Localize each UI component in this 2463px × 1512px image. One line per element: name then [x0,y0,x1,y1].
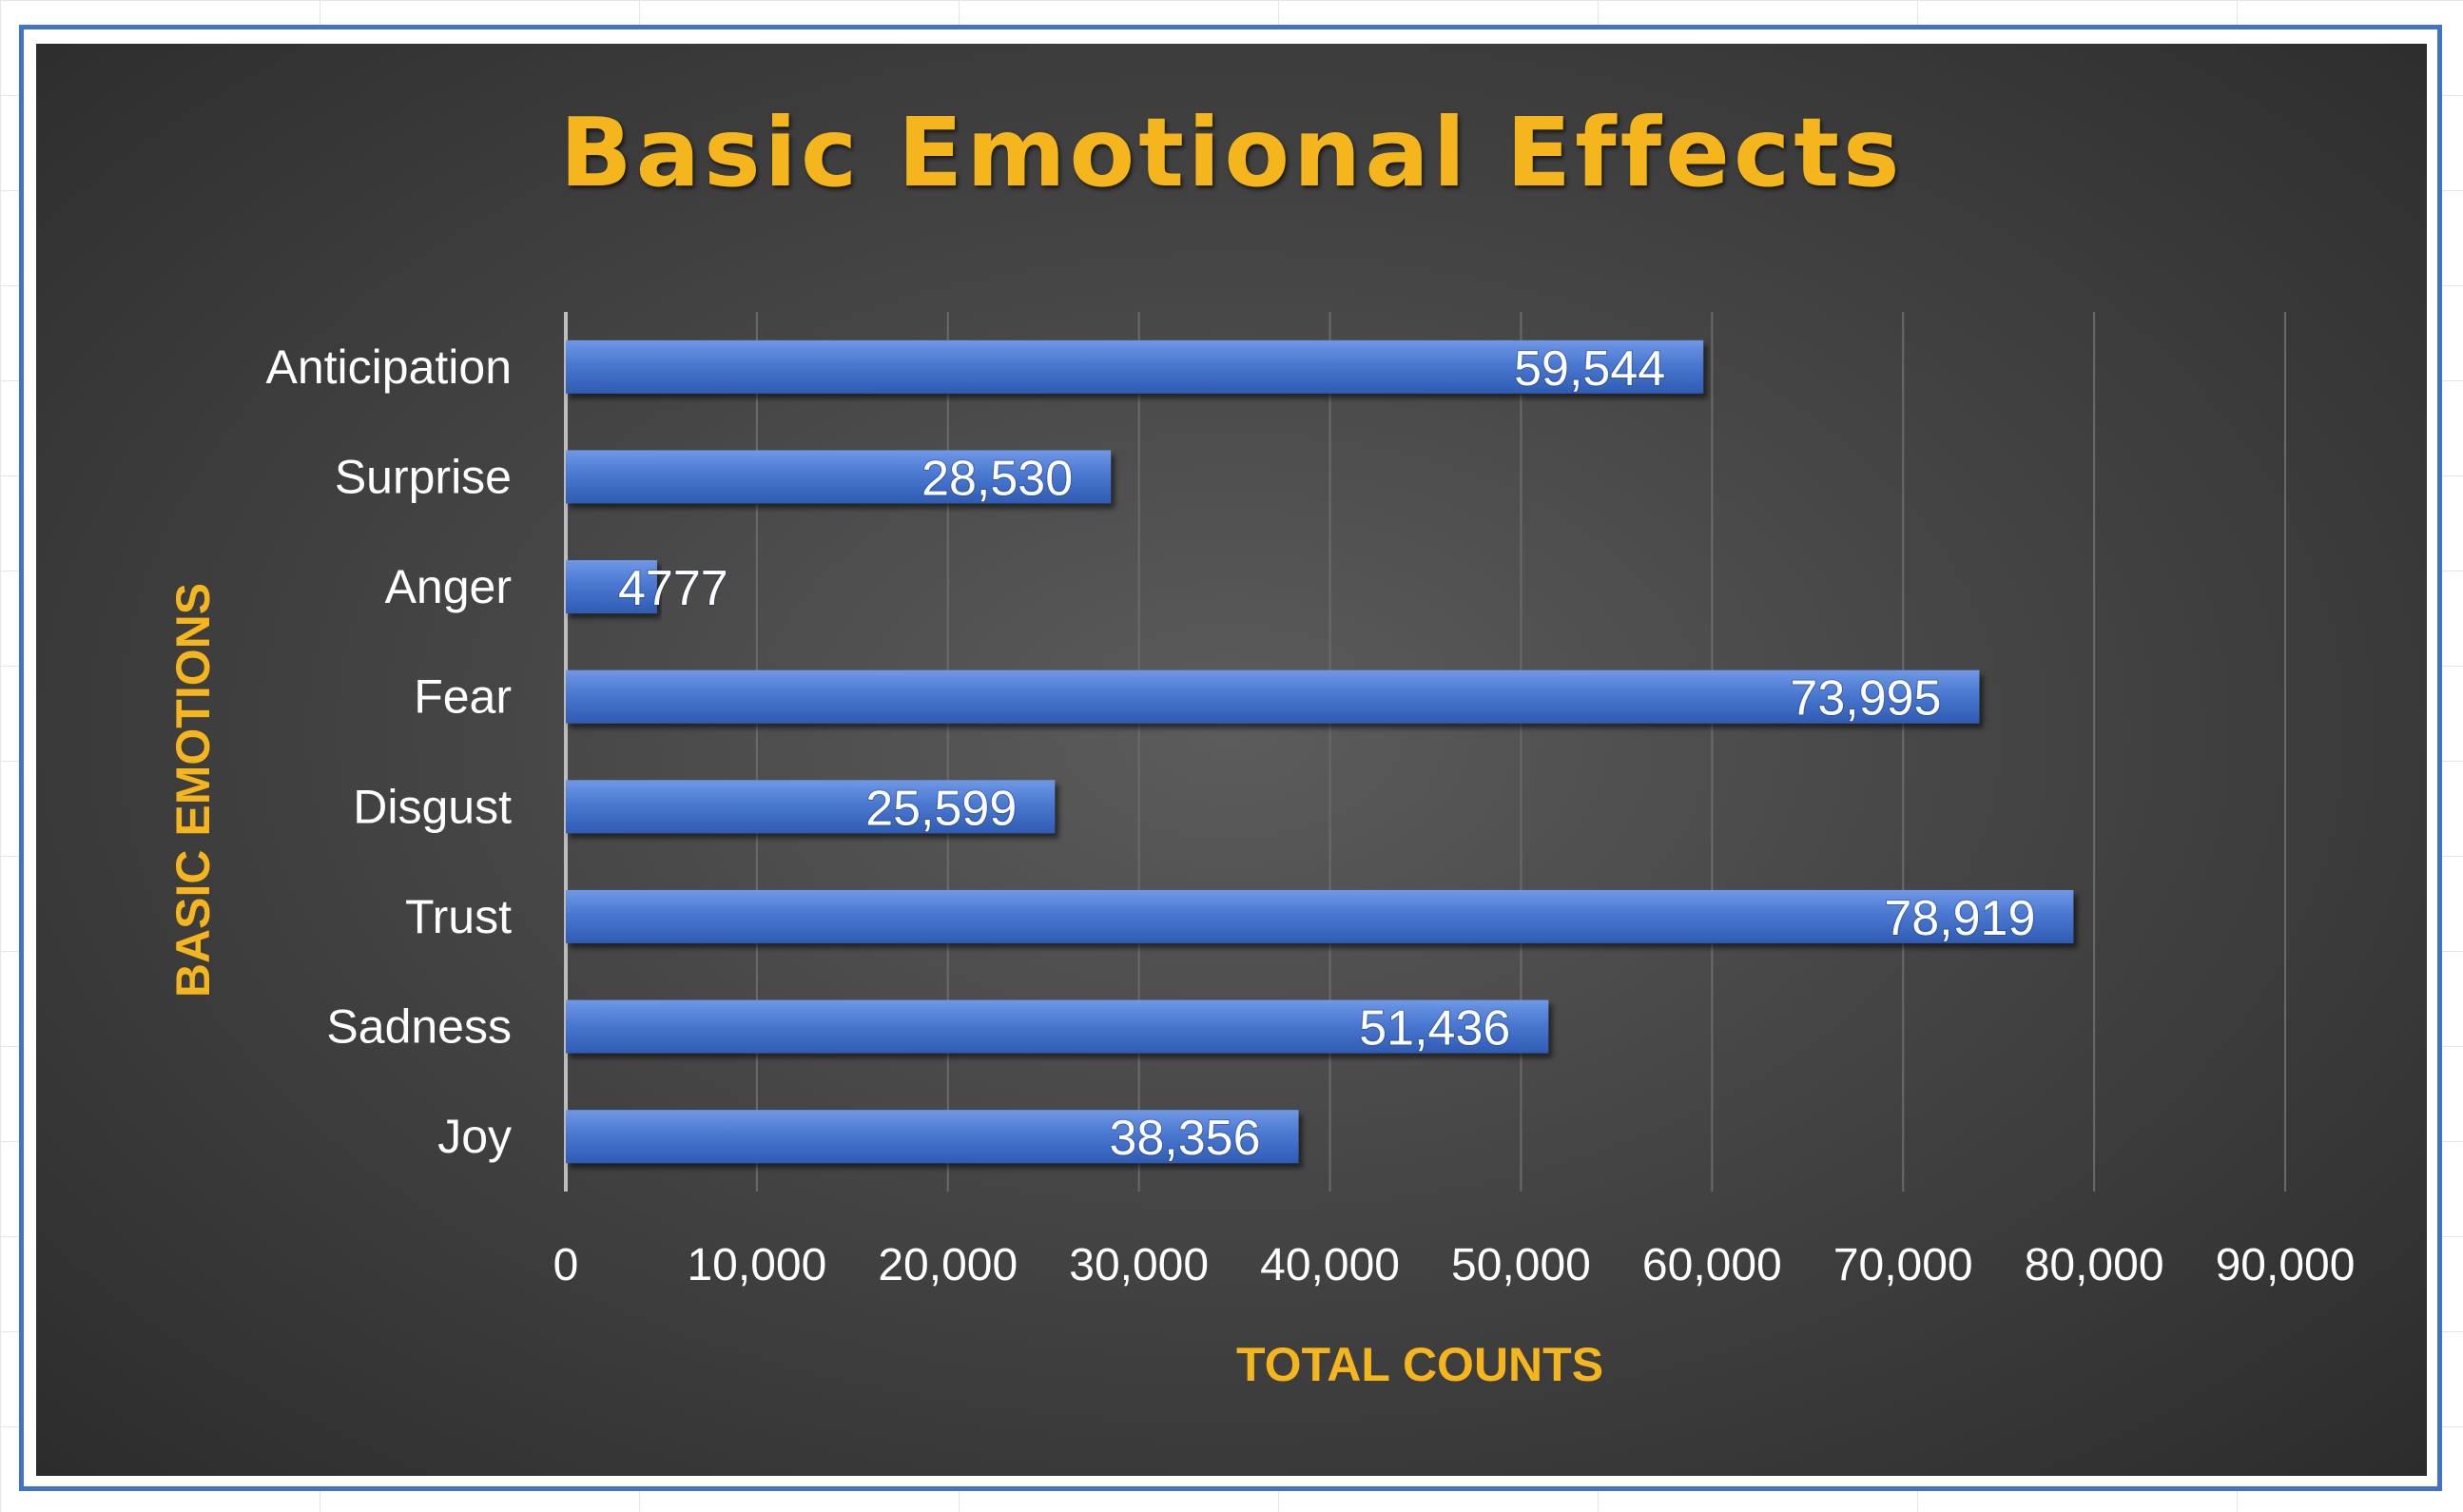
x-tick-label: 0 [553,1240,579,1290]
x-tick-label: 70,000 [1833,1240,1973,1290]
bar-surprise [566,450,1112,504]
data-label: 78,919 [1884,891,2035,946]
x-tick-label: 40,000 [1260,1240,1400,1290]
x-tick-label: 90,000 [2216,1240,2356,1290]
data-label: 4777 [618,561,728,616]
category-label: Sadness [326,1000,512,1054]
chart-title: Basic Emotional Effects [559,97,1904,208]
x-tick-label: 60,000 [1642,1240,1782,1290]
category-label: Anger [385,560,512,613]
x-tick-label: 30,000 [1069,1240,1209,1290]
category-label: Anticipation [266,340,513,394]
category-label: Trust [405,890,512,943]
category-label: Surprise [335,450,512,503]
category-label: Fear [414,670,512,724]
bar-fear [566,669,1980,724]
x-tick-label: 20,000 [878,1240,1018,1290]
bar-anticipation [566,339,1704,394]
chart-area[interactable]: Basic Emotional Effects BASIC EMOTIONS T… [36,44,2427,1476]
bar-disgust [566,780,1056,834]
x-tick-label: 50,000 [1451,1240,1591,1290]
bar-trust [566,889,2074,943]
bar-plot: 0 10,000 20,000 30,000 40,000 50,000 60,000 70,… [266,312,2356,1290]
data-label: 25,599 [865,781,1017,836]
bar-joy [566,1110,1299,1164]
category-label: Disgust [353,780,512,833]
x-tick-label: 80,000 [2025,1240,2164,1290]
data-label: 38,356 [1109,1111,1260,1166]
bar-sadness [566,999,1549,1054]
data-label: 73,995 [1790,671,1941,727]
x-axis-title: TOTAL COUNTS [1235,1338,1604,1391]
data-label: 28,530 [921,451,1073,506]
x-tick-label: 10,000 [687,1240,826,1290]
data-label: 59,544 [1514,341,1665,397]
data-label: 51,436 [1359,1001,1510,1056]
bar-anger [566,560,657,614]
category-label: Joy [437,1110,512,1163]
